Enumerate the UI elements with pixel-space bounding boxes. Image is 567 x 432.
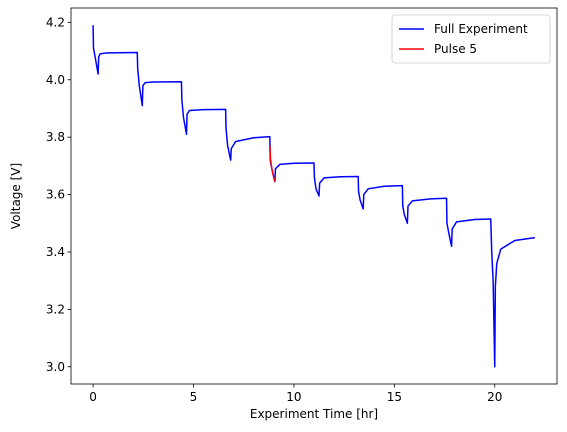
legend-box xyxy=(391,14,551,64)
y-axis-label: Voltage [V] xyxy=(9,163,23,229)
y-tick-label: 4.0 xyxy=(46,73,65,87)
y-tick-label: 3.2 xyxy=(46,302,65,316)
x-tick-label: 5 xyxy=(190,390,198,404)
y-tick-label: 3.0 xyxy=(46,360,65,374)
x-tick-label: 20 xyxy=(487,390,502,404)
y-tick-label: 4.2 xyxy=(46,15,65,29)
x-tick-label: 15 xyxy=(387,390,402,404)
legend: Full Experiment Pulse 5 xyxy=(391,14,551,64)
plot-area-border xyxy=(70,7,558,385)
x-tick-label: 10 xyxy=(286,390,301,404)
series-layer xyxy=(92,25,536,368)
y-tick-label: 3.4 xyxy=(46,245,65,259)
axes-frame xyxy=(70,7,558,385)
y-tick-label: 3.6 xyxy=(46,188,65,202)
series-line-pulse-5 xyxy=(269,145,276,182)
x-axis-ticks: 0 5 10 15 20 xyxy=(89,384,502,404)
legend-entry-label: Pulse 5 xyxy=(434,42,477,56)
y-tick-label: 3.8 xyxy=(46,130,65,144)
y-axis-ticks: 3.0 3.2 3.4 3.6 3.8 4.0 4.2 xyxy=(46,15,71,374)
series-line-full-experiment xyxy=(92,25,536,368)
x-axis-label: Experiment Time [hr] xyxy=(250,407,378,421)
legend-entry-label: Full Experiment xyxy=(434,22,528,36)
x-tick-label: 0 xyxy=(89,390,97,404)
